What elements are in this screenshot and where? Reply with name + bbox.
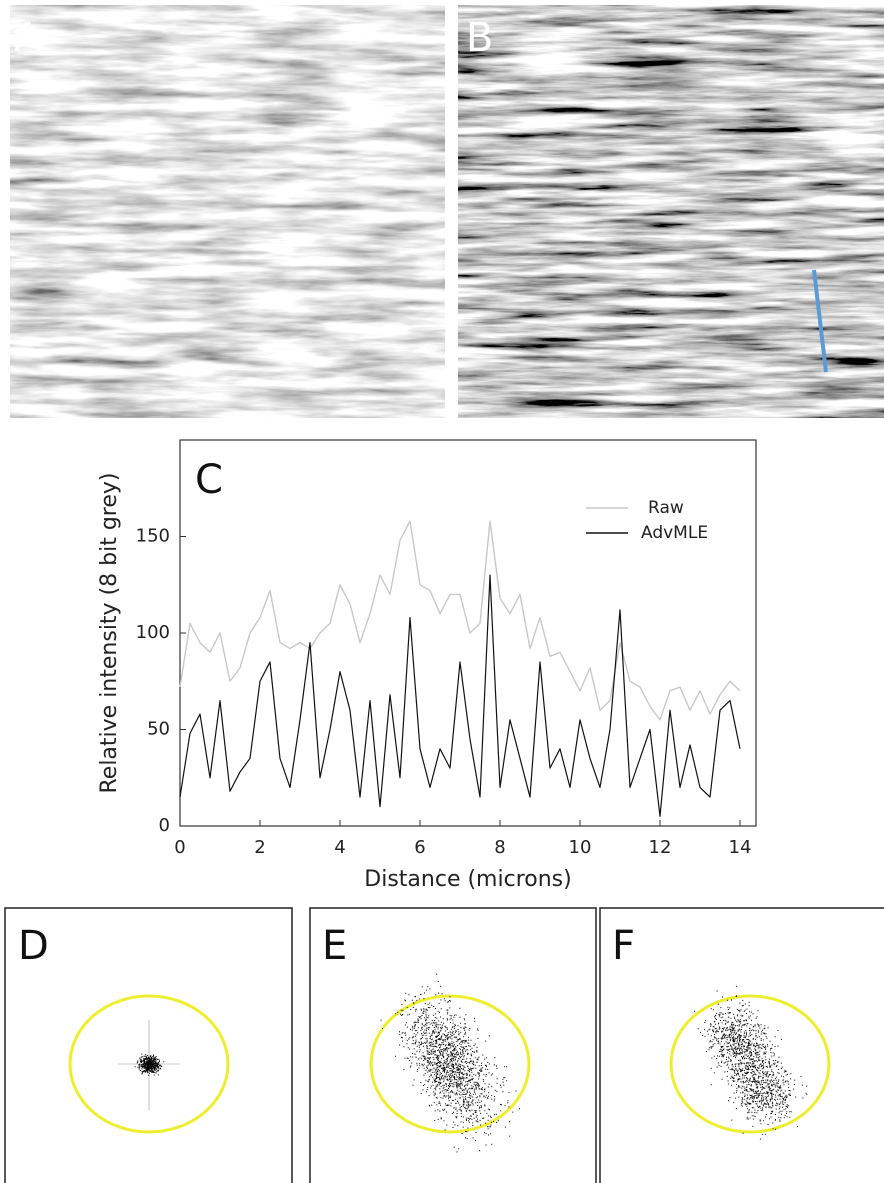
- panel-f: [599, 907, 884, 1183]
- y-tick-label: 0: [159, 815, 170, 836]
- y-tick-label: 100: [136, 622, 170, 643]
- image-a-texture: [10, 5, 445, 418]
- panel-label: A: [14, 15, 42, 61]
- x-tick-label: 12: [649, 837, 672, 858]
- x-tick-label: 8: [494, 837, 505, 858]
- panel-label: F: [612, 923, 635, 969]
- legend-label: AdvMLE: [641, 523, 708, 543]
- yellow-ellipse: [369, 994, 531, 1134]
- y-axis-title: Relative intensity (8 bit grey): [97, 472, 122, 793]
- scatter-cloud: [380, 973, 520, 1153]
- y-tick-label: 50: [147, 719, 170, 740]
- x-tick-label: 4: [334, 837, 345, 858]
- series-line: [179, 574, 741, 817]
- panel-label: E: [322, 923, 347, 969]
- y-tick-label: 150: [136, 526, 170, 547]
- x-tick-label: 10: [569, 837, 592, 858]
- profile-line: [812, 269, 828, 373]
- yellow-ellipse: [68, 994, 230, 1134]
- panel-label: B: [466, 15, 493, 61]
- x-tick-label: 0: [174, 837, 185, 858]
- yellow-ellipse: [669, 994, 831, 1134]
- line-chart: C Distance (microns) Relative intensity …: [97, 439, 757, 892]
- panel-label: D: [18, 923, 49, 969]
- panel-e: [309, 907, 597, 1183]
- panel-d: [4, 907, 293, 1183]
- legend-label: Raw: [648, 498, 684, 518]
- x-tick-label: 14: [729, 837, 752, 858]
- x-axis-title: Distance (microns): [364, 867, 571, 892]
- series-line: [179, 520, 741, 721]
- x-tick-label: 6: [414, 837, 425, 858]
- x-tick-label: 2: [254, 837, 265, 858]
- scatter-cloud: [134, 1053, 165, 1076]
- image-b-texture: [458, 5, 884, 418]
- panel-label: C: [195, 457, 223, 503]
- scatter-cloud: [694, 985, 808, 1140]
